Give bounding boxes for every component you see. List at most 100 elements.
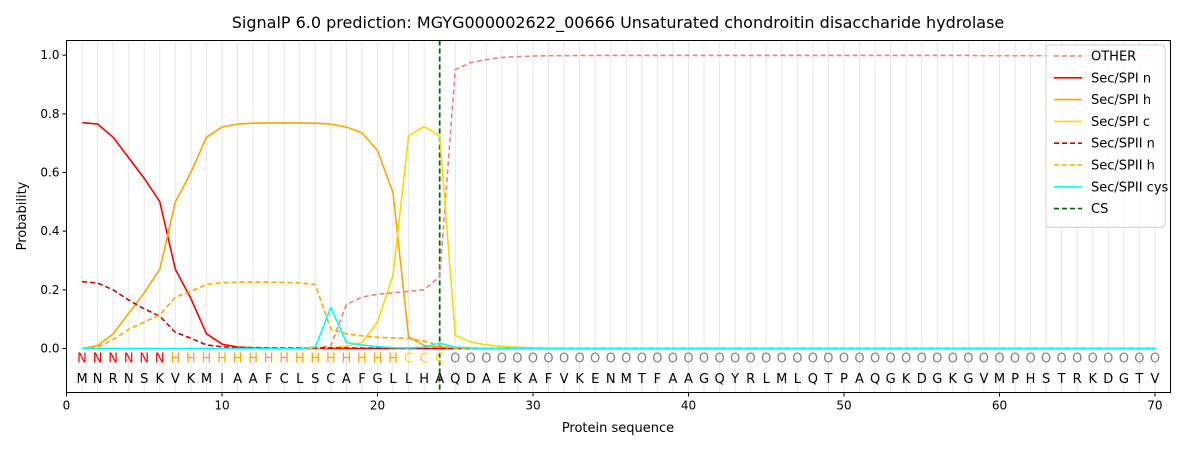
region-label: O [839,351,849,366]
legend-box [1045,44,1166,228]
series-line [81,280,1155,350]
region-label: H [295,351,305,366]
sequence-residue: K [902,372,911,387]
sequence-residue: G [932,372,942,387]
region-label: O [823,351,833,366]
region-label: O [730,351,740,366]
x-tick-label: 30 [525,399,540,413]
region-label: C [420,351,429,366]
y-tick-label: 0.2 [40,283,59,297]
plot-frame [66,40,1171,393]
region-label: N [77,351,87,366]
region-label: O [1057,351,1067,366]
legend-label: OTHER [1091,50,1136,65]
sequence-residue: V [171,372,180,387]
region-label: O [512,351,522,366]
sequence-residue: Y [730,372,739,387]
sequence-residue: N [606,372,616,387]
y-tick-label: 1.0 [40,48,59,62]
sequence-residue: K [949,372,958,387]
sequence-residue: C [280,372,289,387]
sequence-residue: H [419,372,429,387]
series-line [82,125,1155,350]
region-label: C [404,351,413,366]
x-tick-label: 20 [370,399,385,413]
region-label: O [543,351,553,366]
sequence-residue: K [156,372,165,387]
region-label: O [668,351,678,366]
sequence-residue: K [513,372,522,387]
x-tick-label: 70 [1147,399,1162,413]
region-label: O [979,351,989,366]
region-label: O [559,351,569,366]
region-label: H [326,351,336,366]
sequence-residue: I [220,372,224,387]
region-label: O [1103,351,1113,366]
sequence-residue: A [233,372,242,387]
region-label: O [917,351,927,366]
region-label: H [233,351,243,366]
sequence-residue: G [699,372,709,387]
region-label: O [963,351,973,366]
legend-label: Sec/SPII cys [1091,180,1169,195]
sequence-residue: A [668,372,677,387]
region-label: C [435,351,444,366]
series-line [82,54,1155,350]
sequence-residue: A [342,372,351,387]
series-line [81,281,1155,350]
sequence-residue: D [466,372,476,387]
y-tick-label: 0.0 [40,342,59,356]
region-label: O [590,351,600,366]
region-label: H [217,351,227,366]
sequence-residue: E [591,372,599,387]
legend-label: Sec/SPII n [1091,137,1155,152]
region-label: H [357,351,367,366]
sequence-residue: G [372,372,382,387]
sequence-residue: P [840,372,848,387]
sequence-residue: F [358,372,365,387]
series-line [81,121,1155,350]
sequence-residue: L [296,372,304,387]
sequence-residue: M [76,372,87,387]
region-label: O [1010,351,1020,366]
sequence-residue: A [249,372,258,387]
sequence-residue: S [1042,372,1050,387]
region-label: H [248,351,258,366]
region-label: O [1072,351,1082,366]
region-label: O [994,351,1004,366]
region-label: O [870,351,880,366]
region-label: O [575,351,585,366]
sequence-residue: N [124,372,134,387]
chart-title: SignalP 6.0 prediction: MGYG000002622_00… [232,13,1005,33]
region-label: O [652,351,662,366]
region-label: N [124,351,134,366]
legend-label: Sec/SPI c [1091,115,1150,130]
sequence-residue: M [994,372,1005,387]
y-tick-label: 0.8 [40,107,59,121]
region-label: O [528,351,538,366]
sequence-residue: G [1119,372,1129,387]
region-label: H [373,351,383,366]
region-label: H [279,351,289,366]
sequence-residue: Q [714,372,724,387]
region-label: O [714,351,724,366]
sequence-residue: A [684,372,693,387]
region-label: O [683,351,693,366]
sequence-residue: A [435,372,444,387]
legend-label: Sec/SPI h [1091,93,1151,108]
sequence-residue: M [776,372,787,387]
region-label: O [1119,351,1129,366]
sequence-residue: T [1134,372,1143,387]
region-label: N [155,351,165,366]
region-label: H [341,351,351,366]
x-tick-label: 60 [992,399,1007,413]
sequence-residue: V [979,372,988,387]
sequence-residue: R [746,372,755,387]
legend: OTHER Sec/SPI n Sec/SPI h Sec/SPI c Sec/SPII… [1045,44,1169,228]
region-label: O [1134,351,1144,366]
sequence-residue: P [1011,372,1019,387]
region-label: O [497,351,507,366]
y-tick-label: 0.4 [40,224,59,238]
region-label: O [746,351,756,366]
